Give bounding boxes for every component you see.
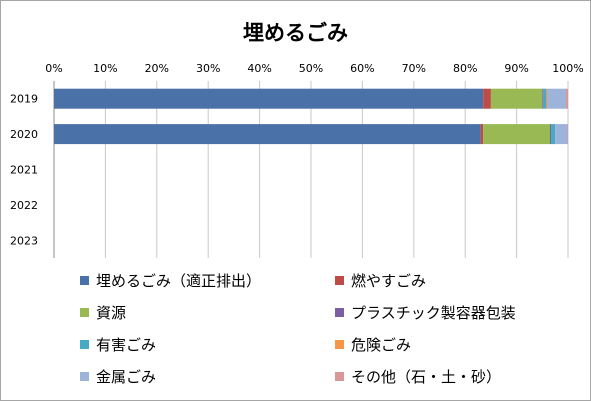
y-tick-label: 2022	[10, 199, 38, 212]
legend-swatch	[80, 275, 89, 285]
x-tick-label: 20%	[145, 62, 169, 75]
legend-label: 有害ごみ	[96, 335, 157, 354]
bar-segment	[483, 124, 551, 145]
y-tick-label: 2020	[10, 128, 38, 141]
legend-label: 埋めるごみ（適正排出）	[96, 271, 262, 290]
legend-swatch	[335, 275, 344, 285]
bar-segment	[567, 124, 568, 145]
bar-segment	[54, 88, 484, 109]
legend-label: 危険ごみ	[351, 335, 412, 354]
legend-item: 燃やすごみ	[335, 268, 426, 292]
x-tick-label: 90%	[504, 62, 528, 75]
legend-swatch	[335, 307, 344, 317]
bar-segment	[483, 88, 491, 109]
legend-swatch	[80, 307, 89, 317]
bar-segment	[555, 124, 568, 145]
x-tick-label: 30%	[196, 62, 220, 75]
legend-label: 燃やすごみ	[351, 271, 427, 290]
bar-segment	[54, 124, 481, 145]
x-tick-label: 70%	[402, 62, 426, 75]
legend-item: 有害ごみ	[80, 332, 156, 356]
legend-swatch	[335, 371, 344, 381]
x-tick-label: 80%	[453, 62, 477, 75]
legend-item: 金属ごみ	[80, 364, 156, 388]
legend-item: プラスチック製容器包装	[335, 300, 516, 324]
bar-segment	[547, 88, 566, 109]
bar-segment	[480, 124, 484, 145]
bar-segment	[550, 124, 552, 145]
y-tick-label: 2019	[10, 93, 38, 106]
legend-label: プラスチック製容器包装	[351, 303, 516, 322]
y-tick-label: 2023	[10, 234, 38, 247]
bar-segment	[543, 88, 547, 109]
y-tick-label: 2021	[10, 164, 38, 177]
bar-segment	[542, 88, 544, 109]
legend-swatch	[335, 339, 344, 349]
x-tick-label: 100%	[552, 62, 583, 75]
legend-item: その他（石・土・砂）	[335, 364, 501, 388]
bar-segment	[551, 124, 556, 145]
legend-label: 資源	[96, 303, 127, 322]
x-tick-label: 0%	[45, 62, 62, 75]
bar-segment	[565, 88, 568, 109]
x-tick-label: 60%	[350, 62, 374, 75]
bar-segment	[546, 88, 548, 109]
chart-title: 埋めるごみ	[243, 21, 348, 45]
legend-item: 危険ごみ	[335, 332, 411, 356]
x-tick-label: 50%	[299, 62, 323, 75]
legend-item: 資源	[80, 300, 126, 324]
legend-label: 金属ごみ	[96, 367, 157, 386]
legend-swatch	[80, 371, 89, 381]
legend-item: 埋めるごみ（適正排出）	[80, 268, 261, 292]
legend-swatch	[80, 339, 89, 349]
x-tick-label: 10%	[93, 62, 117, 75]
x-tick-label: 40%	[247, 62, 271, 75]
bar-segment	[490, 88, 543, 109]
legend-label: その他（石・土・砂）	[351, 367, 502, 386]
